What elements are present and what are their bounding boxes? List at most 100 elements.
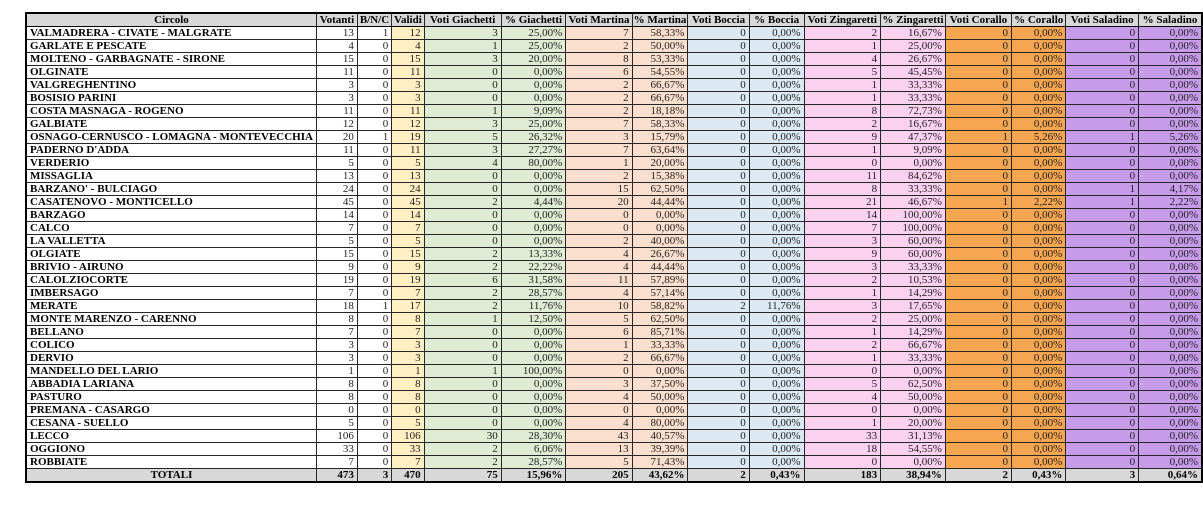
cell-voti-saladino[interactable]: 0 bbox=[1065, 65, 1140, 79]
cell-voti-martina[interactable]: 2 bbox=[565, 91, 633, 105]
cell-pct-zingaretti[interactable]: 20,00% bbox=[880, 416, 946, 430]
cell-pct-zingaretti[interactable]: 50,00% bbox=[880, 390, 946, 404]
cell-pct-zingaretti[interactable]: 33,33% bbox=[880, 260, 946, 274]
cell-bnc[interactable]: 0 bbox=[356, 65, 393, 79]
cell-voti-zingaretti[interactable]: 1 bbox=[803, 39, 882, 53]
cell-voti-saladino[interactable]: 0 bbox=[1065, 52, 1140, 66]
cell-voti-boccia[interactable]: 0 bbox=[687, 455, 750, 469]
cell-voti-martina[interactable]: 0 bbox=[565, 221, 633, 235]
cell-pct-corallo[interactable]: 0,00% bbox=[1011, 117, 1067, 131]
cell-validi[interactable]: 14 bbox=[391, 208, 425, 222]
column-header-votanti[interactable]: Votanti bbox=[315, 12, 358, 27]
cell-pct-saladino[interactable]: 0,00% bbox=[1138, 273, 1203, 287]
cell-voti-corallo[interactable]: 0 bbox=[944, 117, 1013, 131]
cell-validi[interactable]: 3 bbox=[391, 351, 425, 365]
cell-voti-boccia[interactable]: 0 bbox=[687, 117, 750, 131]
cell-pct-zingaretti[interactable]: 14,29% bbox=[880, 325, 946, 339]
cell-voti-zingaretti[interactable]: 9 bbox=[803, 247, 882, 261]
cell-voti-saladino[interactable]: 0 bbox=[1065, 78, 1140, 92]
cell-pct-martina[interactable]: 26,67% bbox=[631, 247, 689, 261]
totals-cell-voti-giachetti[interactable]: 75 bbox=[423, 468, 502, 483]
cell-voti-giachetti[interactable]: 3 bbox=[423, 143, 502, 157]
column-header-voti-saladino[interactable]: Voti Saladino bbox=[1065, 12, 1140, 27]
cell-voti-zingaretti[interactable]: 4 bbox=[803, 390, 882, 404]
totals-cell-validi[interactable]: 470 bbox=[391, 468, 425, 483]
cell-voti-corallo[interactable]: 0 bbox=[944, 351, 1013, 365]
cell-bnc[interactable]: 0 bbox=[356, 169, 393, 183]
cell-voti-giachetti[interactable]: 0 bbox=[423, 351, 502, 365]
cell-pct-boccia[interactable]: 0,00% bbox=[748, 143, 805, 157]
cell-pct-boccia[interactable]: 0,00% bbox=[748, 325, 805, 339]
cell-voti-boccia[interactable]: 0 bbox=[687, 143, 750, 157]
cell-votanti[interactable]: 11 bbox=[315, 104, 358, 118]
cell-votanti[interactable]: 7 bbox=[315, 455, 358, 469]
cell-voti-boccia[interactable]: 0 bbox=[687, 78, 750, 92]
cell-validi[interactable]: 11 bbox=[391, 104, 425, 118]
cell-voti-corallo[interactable]: 0 bbox=[944, 455, 1013, 469]
cell-voti-boccia[interactable]: 0 bbox=[687, 351, 750, 365]
cell-pct-boccia[interactable]: 0,00% bbox=[748, 247, 805, 261]
cell-votanti[interactable]: 8 bbox=[315, 390, 358, 404]
cell-voti-zingaretti[interactable]: 9 bbox=[803, 130, 882, 144]
cell-voti-boccia[interactable]: 0 bbox=[687, 364, 750, 378]
cell-voti-zingaretti[interactable]: 5 bbox=[803, 65, 882, 79]
cell-voti-saladino[interactable]: 0 bbox=[1065, 260, 1140, 274]
cell-voti-martina[interactable]: 4 bbox=[565, 416, 633, 430]
cell-pct-martina[interactable]: 15,38% bbox=[631, 169, 689, 183]
cell-votanti[interactable]: 33 bbox=[315, 442, 358, 456]
cell-voti-zingaretti[interactable]: 1 bbox=[803, 416, 882, 430]
cell-voti-giachetti[interactable]: 0 bbox=[423, 91, 502, 105]
totals-cell-voti-saladino[interactable]: 3 bbox=[1065, 468, 1140, 483]
cell-voti-corallo[interactable]: 0 bbox=[944, 143, 1013, 157]
cell-pct-martina[interactable]: 39,39% bbox=[631, 442, 689, 456]
cell-voti-martina[interactable]: 7 bbox=[565, 117, 633, 131]
cell-pct-zingaretti[interactable]: 60,00% bbox=[880, 234, 946, 248]
cell-voti-saladino[interactable]: 0 bbox=[1065, 403, 1140, 417]
cell-pct-zingaretti[interactable]: 72,73% bbox=[880, 104, 946, 118]
cell-voti-corallo[interactable]: 0 bbox=[944, 169, 1013, 183]
cell-pct-corallo[interactable]: 0,00% bbox=[1011, 156, 1067, 170]
cell-pct-giachetti[interactable]: 27,27% bbox=[500, 143, 567, 157]
cell-pct-zingaretti[interactable]: 25,00% bbox=[880, 39, 946, 53]
cell-circolo[interactable]: MERATE bbox=[25, 299, 317, 313]
cell-circolo[interactable]: MISSAGLIA bbox=[25, 169, 317, 183]
cell-voti-saladino[interactable]: 0 bbox=[1065, 273, 1140, 287]
cell-voti-martina[interactable]: 8 bbox=[565, 52, 633, 66]
cell-voti-giachetti[interactable]: 0 bbox=[423, 65, 502, 79]
cell-voti-corallo[interactable]: 0 bbox=[944, 182, 1013, 196]
cell-circolo[interactable]: CALOLZIOCORTE bbox=[25, 273, 317, 287]
cell-pct-corallo[interactable]: 0,00% bbox=[1011, 286, 1067, 300]
cell-voti-saladino[interactable]: 0 bbox=[1065, 338, 1140, 352]
cell-pct-martina[interactable]: 57,14% bbox=[631, 286, 689, 300]
cell-pct-saladino[interactable]: 0,00% bbox=[1138, 377, 1203, 391]
cell-validi[interactable]: 0 bbox=[391, 403, 425, 417]
cell-pct-saladino[interactable]: 0,00% bbox=[1138, 338, 1203, 352]
cell-voti-giachetti[interactable]: 0 bbox=[423, 338, 502, 352]
column-header-pct-martina[interactable]: % Martina bbox=[631, 12, 689, 27]
cell-voti-martina[interactable]: 2 bbox=[565, 169, 633, 183]
cell-voti-martina[interactable]: 5 bbox=[565, 455, 633, 469]
cell-voti-zingaretti[interactable]: 4 bbox=[803, 52, 882, 66]
cell-votanti[interactable]: 3 bbox=[315, 91, 358, 105]
cell-voti-giachetti[interactable]: 0 bbox=[423, 416, 502, 430]
cell-pct-boccia[interactable]: 0,00% bbox=[748, 26, 805, 40]
cell-pct-corallo[interactable]: 0,00% bbox=[1011, 247, 1067, 261]
cell-voti-zingaretti[interactable]: 1 bbox=[803, 286, 882, 300]
cell-pct-corallo[interactable]: 0,00% bbox=[1011, 182, 1067, 196]
cell-circolo[interactable]: COLICO bbox=[25, 338, 317, 352]
cell-voti-saladino[interactable]: 0 bbox=[1065, 312, 1140, 326]
cell-voti-martina[interactable]: 6 bbox=[565, 65, 633, 79]
column-header-voti-corallo[interactable]: Voti Corallo bbox=[944, 12, 1013, 27]
cell-voti-zingaretti[interactable]: 2 bbox=[803, 338, 882, 352]
cell-voti-giachetti[interactable]: 2 bbox=[423, 299, 502, 313]
cell-circolo[interactable]: BOSISIO PARINI bbox=[25, 91, 317, 105]
cell-pct-martina[interactable]: 0,00% bbox=[631, 208, 689, 222]
cell-voti-corallo[interactable]: 0 bbox=[944, 299, 1013, 313]
cell-pct-giachetti[interactable]: 100,00% bbox=[500, 364, 567, 378]
cell-pct-corallo[interactable]: 0,00% bbox=[1011, 390, 1067, 404]
cell-pct-corallo[interactable]: 0,00% bbox=[1011, 429, 1067, 443]
cell-voti-zingaretti[interactable]: 33 bbox=[803, 429, 882, 443]
cell-voti-corallo[interactable]: 0 bbox=[944, 234, 1013, 248]
cell-bnc[interactable]: 0 bbox=[356, 429, 393, 443]
cell-voti-boccia[interactable]: 0 bbox=[687, 442, 750, 456]
